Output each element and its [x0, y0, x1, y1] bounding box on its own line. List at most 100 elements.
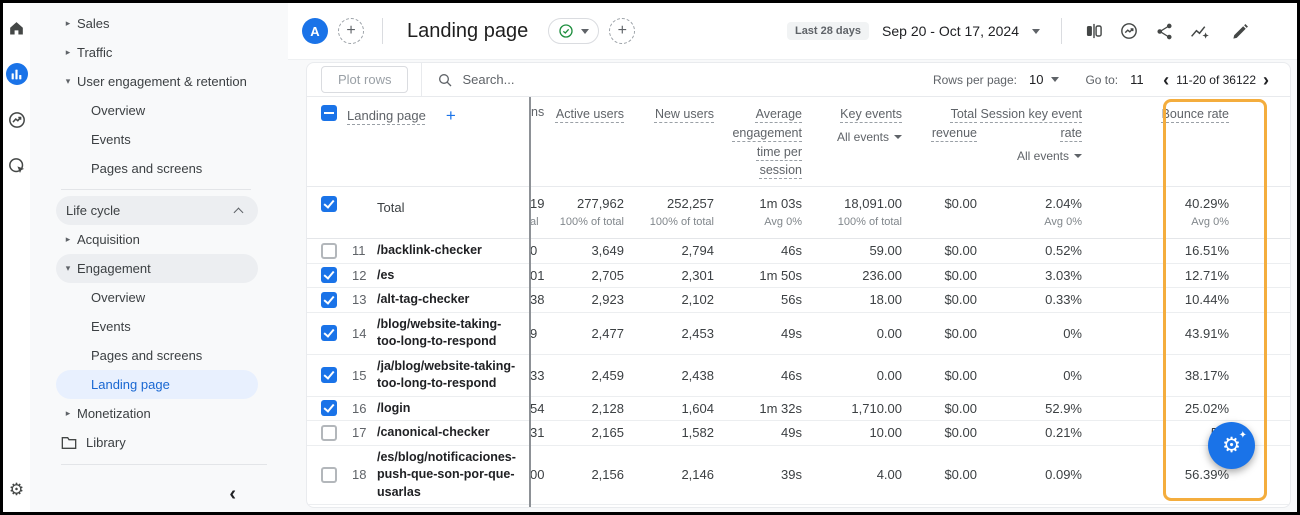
- column-resize-divider[interactable]: [529, 97, 531, 507]
- row-checkbox[interactable]: [321, 400, 337, 416]
- column-header-new-users[interactable]: New users: [624, 105, 714, 124]
- metric-value: 5.8: [1082, 425, 1229, 440]
- sidebar-item-life-cycle[interactable]: Life cycle: [56, 196, 258, 225]
- total-row-checkbox[interactable]: [321, 196, 337, 212]
- metric-value: 2,477: [551, 326, 624, 341]
- sidebar-item-user-engagement-retention[interactable]: ▾User engagement & retention: [30, 67, 288, 96]
- checkbox-cell: [307, 400, 347, 416]
- column-header-active-users[interactable]: Active users: [551, 105, 624, 124]
- reports-icon[interactable]: [6, 63, 28, 85]
- landing-page-path: /es/blog/notificaciones-push-que-son-por…: [377, 449, 529, 502]
- chevron-right-icon: ▸: [59, 234, 77, 245]
- sidebar-item-traffic[interactable]: ▸Traffic: [30, 38, 288, 67]
- sidebar-item-overview[interactable]: Overview: [30, 283, 288, 312]
- sidebar-item-acquisition[interactable]: ▸Acquisition: [30, 225, 288, 254]
- topbar-left: A + Landing page +: [302, 18, 635, 44]
- nav-rail: ⚙: [3, 3, 30, 512]
- column-header-average-engagement-time-per-session[interactable]: Average engagement time per session: [714, 105, 802, 180]
- metric-value: 52.9%: [977, 401, 1082, 416]
- explore-icon[interactable]: [6, 109, 28, 131]
- row-checkbox[interactable]: [321, 292, 337, 308]
- report-status-pill[interactable]: [548, 18, 599, 44]
- clipped-sessions-value: 33: [529, 368, 551, 383]
- checkbox-cell: [307, 425, 347, 441]
- table-row[interactable]: 12/es012,7052,3011m 50s236.00$0.003.03%1…: [307, 264, 1290, 289]
- sidebar-item-events[interactable]: Events: [30, 312, 288, 341]
- sidebar-item-overview[interactable]: Overview: [30, 96, 288, 125]
- table-row[interactable]: 13/alt-tag-checker382,9232,10256s18.00$0…: [307, 288, 1290, 313]
- sidebar-item-pages-and-screens[interactable]: Pages and screens: [30, 154, 288, 183]
- sidebar-item-pages-and-screens[interactable]: Pages and screens: [30, 341, 288, 370]
- sidebar-item-events[interactable]: Events: [30, 125, 288, 154]
- advertising-icon[interactable]: [6, 155, 28, 177]
- column-header-filter[interactable]: All events: [802, 128, 902, 146]
- table-row[interactable]: 18/es/blog/notificaciones-push-que-son-p…: [307, 446, 1290, 506]
- gear-icon[interactable]: ⚙: [9, 480, 24, 500]
- metric-value: 56s: [714, 292, 802, 307]
- column-header-total-revenue[interactable]: Total revenue: [902, 105, 977, 143]
- metric-value: 0.09%: [977, 467, 1082, 482]
- sidebar-item-sales[interactable]: ▸Sales: [30, 9, 288, 38]
- add-report-tab-button[interactable]: +: [609, 18, 635, 44]
- metric-value: 0%: [977, 326, 1082, 341]
- table-row[interactable]: 15/ja/blog/website-taking-too-long-to-re…: [307, 355, 1290, 397]
- sidebar-item-monetization[interactable]: ▸Monetization: [30, 399, 288, 428]
- row-checkbox[interactable]: [321, 425, 337, 441]
- rows-per-page-value[interactable]: 10: [1029, 72, 1043, 87]
- landing-page-path: /alt-tag-checker: [377, 291, 529, 309]
- column-header-label: Average engagement time per session: [732, 107, 802, 177]
- row-checkbox[interactable]: [321, 325, 337, 341]
- column-header-filter[interactable]: All events: [977, 147, 1082, 165]
- chevron-down-icon[interactable]: [1032, 29, 1040, 34]
- share-icon[interactable]: [1153, 20, 1175, 42]
- plot-rows-button[interactable]: Plot rows: [321, 66, 408, 93]
- add-column-icon[interactable]: +: [446, 106, 456, 126]
- metric-value: 1m 50s: [714, 268, 802, 283]
- next-page-icon[interactable]: ›: [1256, 71, 1276, 89]
- date-range[interactable]: Sep 20 - Oct 17, 2024: [882, 23, 1019, 39]
- date-preset-badge: Last 28 days: [787, 22, 869, 40]
- goto-input[interactable]: [1130, 72, 1156, 87]
- avatar[interactable]: A: [302, 18, 328, 44]
- row-checkbox[interactable]: [321, 243, 337, 259]
- sidebar-item-label: Pages and screens: [91, 348, 202, 363]
- landing-page-path: /login: [377, 400, 529, 418]
- dimension-header[interactable]: Landing page +: [347, 105, 529, 126]
- home-icon[interactable]: [6, 17, 28, 39]
- column-header-label: Bounce rate: [1162, 107, 1229, 121]
- sidebar-item-library[interactable]: Library: [30, 428, 288, 457]
- metric-value: 236.00: [802, 268, 902, 283]
- row-checkbox[interactable]: [321, 267, 337, 283]
- table-row[interactable]: 17/canonical-checker312,1651,58249s10.00…: [307, 421, 1290, 446]
- chevron-down-icon[interactable]: [1051, 77, 1059, 82]
- table-row[interactable]: 16/login542,1281,6041m 32s1,710.00$0.005…: [307, 397, 1290, 422]
- column-header-session-key-event-rate[interactable]: Session key event rateAll events: [977, 105, 1082, 165]
- page-range: 11-20 of 36122: [1176, 73, 1256, 87]
- insights-sparkle-icon[interactable]: [1188, 20, 1210, 42]
- row-checkbox[interactable]: [321, 367, 337, 383]
- table-row[interactable]: 11/backlink-checker03,6492,79446s59.00$0…: [307, 239, 1290, 264]
- metric-value: 49s: [714, 425, 802, 440]
- add-comparison-button[interactable]: +: [338, 18, 364, 44]
- checkbox-cell: [307, 267, 347, 283]
- clipped-sessions-total: 19: [529, 196, 551, 211]
- sidebar-item-label: Landing page: [91, 377, 170, 392]
- sidebar-item-engagement[interactable]: ▾Engagement: [56, 254, 258, 283]
- table-row[interactable]: 14/blog/website-taking-too-long-to-respo…: [307, 313, 1290, 355]
- compare-icon[interactable]: [1083, 20, 1105, 42]
- trend-circle-icon[interactable]: [1118, 20, 1140, 42]
- search-input[interactable]: [462, 72, 682, 87]
- metric-value: 25.02%: [1082, 401, 1229, 416]
- landing-page-path: /backlink-checker: [377, 242, 529, 260]
- column-header-bounce-rate[interactable]: Bounce rate: [1082, 105, 1229, 124]
- collapse-sidebar-icon[interactable]: ‹: [229, 484, 236, 504]
- select-all-checkbox[interactable]: [321, 105, 337, 121]
- landing-page-path: /canonical-checker: [377, 424, 529, 442]
- ai-assistant-fab[interactable]: ⚙ ✦: [1208, 422, 1255, 469]
- metric-value: 2,705: [551, 268, 624, 283]
- row-checkbox[interactable]: [321, 467, 337, 483]
- sidebar-item-landing-page[interactable]: Landing page: [56, 370, 258, 399]
- edit-pencil-icon[interactable]: [1229, 20, 1251, 42]
- prev-page-icon[interactable]: ‹: [1156, 71, 1176, 89]
- column-header-key-events[interactable]: Key eventsAll events: [802, 105, 902, 146]
